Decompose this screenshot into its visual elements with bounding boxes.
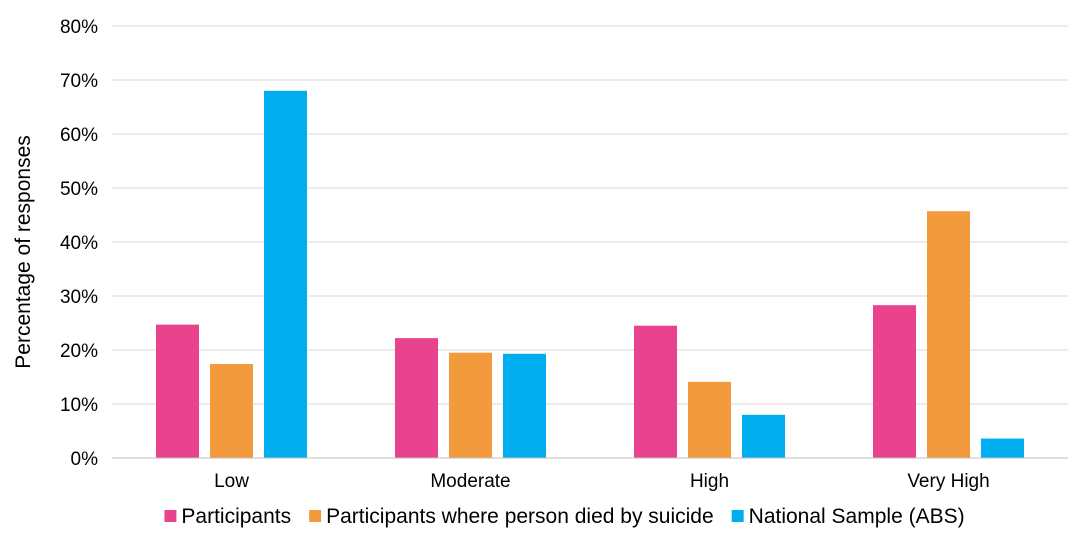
y-tick-label: 20% — [60, 341, 98, 362]
y-axis-title: Percentage of responses — [12, 135, 35, 368]
bar-moderate-series-1 — [395, 338, 438, 458]
bar-high-series-2 — [688, 381, 731, 458]
x-tick-label: Low — [214, 471, 249, 492]
y-axis-ticks: 0% 10% 20% 30% 40% 50% 60% 70% 80% — [60, 17, 98, 470]
legend-label-2: Participants where person died by suicid… — [326, 505, 714, 528]
x-tick-label: High — [690, 471, 729, 492]
y-tick-label: 10% — [60, 395, 98, 416]
y-tick-label: 70% — [60, 71, 98, 92]
legend-swatch-2 — [309, 510, 322, 522]
legend-swatch-3 — [731, 510, 744, 522]
y-tick-label: 50% — [60, 179, 98, 200]
gridlines — [112, 25, 1068, 405]
bar-high-series-3 — [742, 414, 785, 458]
x-axis-ticks: Low Moderate High Very High — [214, 471, 990, 492]
y-tick-label: 40% — [60, 233, 98, 254]
y-tick-label: 60% — [60, 125, 98, 146]
bar-moderate-series-2 — [449, 352, 492, 458]
y-tick-label: 0% — [71, 449, 99, 470]
bar-low-series-1 — [156, 324, 199, 458]
y-tick-label: 30% — [60, 287, 98, 308]
x-tick-label: Moderate — [430, 471, 510, 492]
x-tick-label: Very High — [907, 471, 989, 492]
bar-very-high-series-2 — [927, 211, 970, 458]
legend: Participants Participants where person di… — [164, 505, 965, 528]
legend-swatch-1 — [164, 510, 177, 522]
legend-label-1: Participants — [181, 505, 291, 528]
y-tick-label: 80% — [60, 17, 98, 38]
bar-very-high-series-1 — [873, 305, 916, 458]
bar-low-series-2 — [210, 364, 253, 458]
bars — [156, 90, 1024, 459]
bar-moderate-series-3 — [503, 353, 546, 458]
legend-label-3: National Sample (ABS) — [749, 505, 965, 528]
bar-high-series-1 — [634, 325, 677, 458]
bar-very-high-series-3 — [981, 438, 1024, 458]
bar-low-series-3 — [264, 90, 307, 459]
